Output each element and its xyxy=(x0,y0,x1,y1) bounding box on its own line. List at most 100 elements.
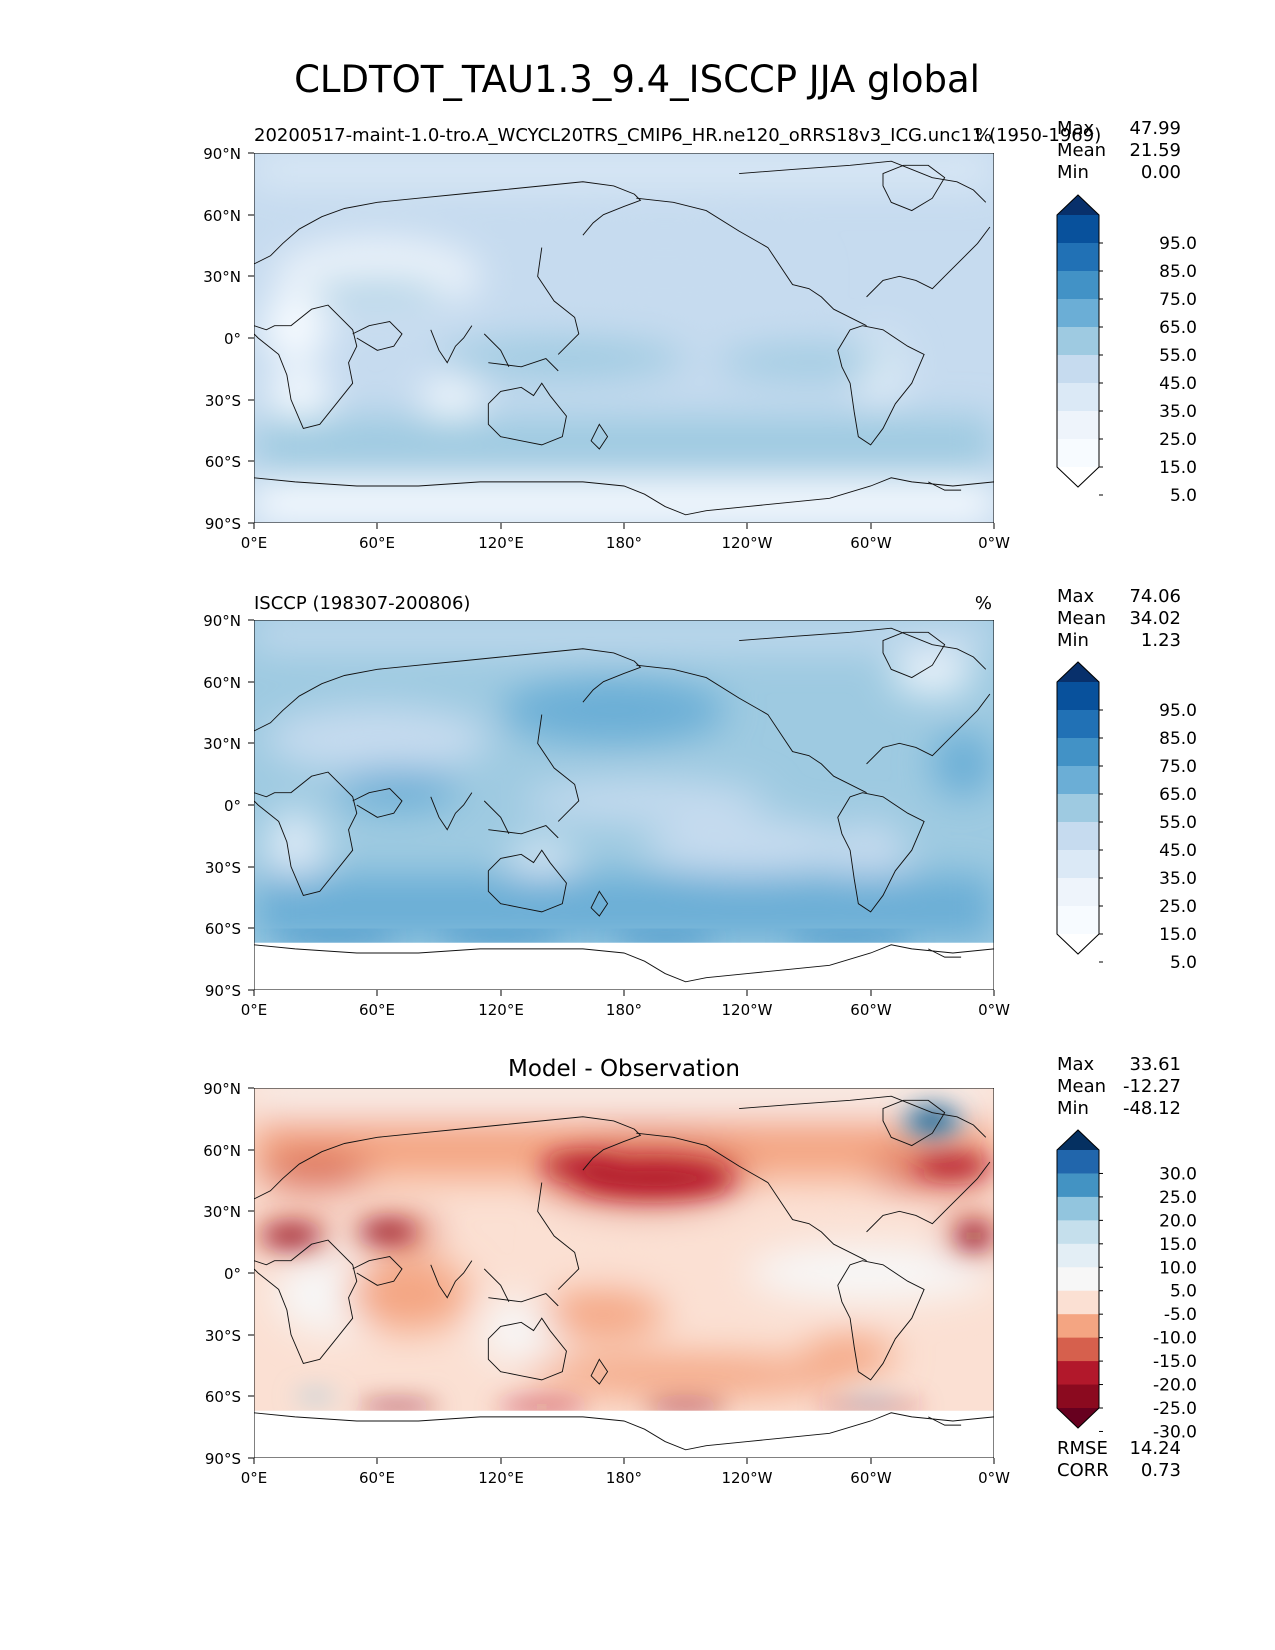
lat-tick-label: 30°N xyxy=(203,735,241,753)
colorbar-tick-label: 75.0 xyxy=(1159,757,1197,777)
continent-outlines xyxy=(254,160,994,516)
colorbar-tick-label: 30.0 xyxy=(1159,1164,1197,1184)
map-frame xyxy=(254,1088,994,1458)
lon-tick-label: 0°W xyxy=(978,1469,1010,1487)
missing-data-mask xyxy=(254,1410,994,1458)
lon-tick-label: 0°W xyxy=(978,1001,1010,1019)
panel-diff-map xyxy=(254,1088,994,1458)
colorbar-tick-label: -25.0 xyxy=(1153,1399,1197,1419)
colorbar-tick-label: 10.0 xyxy=(1159,1258,1197,1278)
cloud-field xyxy=(254,153,994,523)
lat-tick-label: 90°S xyxy=(205,515,241,533)
panel-model-map xyxy=(254,153,994,523)
colorbar-segment xyxy=(1057,355,1099,384)
colorbar-tick-label: 20.0 xyxy=(1159,1211,1197,1231)
panel-model-units: % xyxy=(975,125,992,146)
stat-value: 0.00 xyxy=(1141,162,1181,183)
stat-label: Max xyxy=(1057,118,1095,139)
colorbar-segment xyxy=(1057,1150,1099,1174)
lat-tick-label: 90°S xyxy=(205,1450,241,1468)
colorbar-segment xyxy=(1057,710,1099,739)
colorbar-segment xyxy=(1057,299,1099,328)
panel-obs-units: % xyxy=(975,593,992,614)
lon-tick-label: 60°W xyxy=(850,1001,892,1019)
lon-tick-label: 60°E xyxy=(359,1001,395,1019)
lon-tick-label: 60°W xyxy=(850,1469,892,1487)
continent-outlines xyxy=(254,1095,994,1451)
lon-tick-label: 120°W xyxy=(722,534,773,552)
colorbar-segment xyxy=(1057,1196,1099,1221)
lat-tick-label: 60°N xyxy=(203,207,241,225)
colorbar-extension-over xyxy=(1057,195,1099,215)
colorbar-extension-under xyxy=(1057,467,1099,487)
map-frame xyxy=(254,153,994,523)
colorbar-segment xyxy=(1057,1173,1099,1198)
colorbar-segment xyxy=(1057,1243,1099,1268)
colorbar-segment xyxy=(1057,822,1099,851)
lon-tick-label: 180° xyxy=(606,534,642,552)
stat-label: Mean xyxy=(1057,608,1106,629)
lat-tick-label: 90°N xyxy=(203,612,241,630)
colorbar-segment xyxy=(1057,411,1099,440)
lat-tick-label: 90°N xyxy=(203,1080,241,1098)
corr-value: 0.73 xyxy=(1141,1460,1181,1481)
colorbar-tick-label: 45.0 xyxy=(1159,374,1197,394)
lon-tick-label: 60°E xyxy=(359,1469,395,1487)
colorbar-tick-label: 95.0 xyxy=(1159,701,1197,721)
colorbar-segment xyxy=(1057,878,1099,907)
lat-axis: 90°N 60°N 30°N 0° 30°S 60°S 90°S xyxy=(203,145,254,533)
colorbar-tick-label: 25.0 xyxy=(1159,1188,1197,1208)
colorbar-segment xyxy=(1057,850,1099,879)
panel-obs: ISCCP (198307-200806) % Max 74.06 Mean 3… xyxy=(203,586,1197,1019)
lat-tick-label: 30°S xyxy=(205,1327,241,1345)
lon-tick-label: 120°E xyxy=(478,1469,524,1487)
lat-tick-label: 90°N xyxy=(203,145,241,163)
panel-model: 20200517-maint-1.0-tro.A_WCYCL20TRS_CMIP… xyxy=(203,118,1197,552)
stat-value: 47.99 xyxy=(1129,118,1181,139)
colorbar-segment xyxy=(1057,738,1099,767)
colorbar-extension-under xyxy=(1057,934,1099,954)
colorbar-extension-under xyxy=(1057,1408,1099,1428)
lat-tick-label: 60°S xyxy=(205,453,241,471)
lat-tick-label: 60°N xyxy=(203,674,241,692)
stat-value: 33.61 xyxy=(1129,1054,1181,1075)
stat-value: -12.27 xyxy=(1123,1076,1181,1097)
colorbar-tick-label: 35.0 xyxy=(1159,402,1197,422)
colorbar: 30.0 25.0 20.0 15.0 10.0 5.0 -5.0 -10.0 -15.0 -20… xyxy=(1056,1129,1197,1442)
colorbar-tick-label: 25.0 xyxy=(1159,897,1197,917)
lon-axis: 0°E 60°E 120°E 180° 120°W 60°W 0°W xyxy=(241,523,1010,552)
colorbar-segment xyxy=(1057,327,1099,356)
lat-tick-label: 30°N xyxy=(203,1203,241,1221)
panel-obs-stats: Max 74.06 Mean 34.02 Min 1.23 xyxy=(1057,586,1181,651)
continent-outlines xyxy=(254,627,994,983)
map-frame xyxy=(254,620,994,990)
colorbar-segment xyxy=(1057,766,1099,795)
colorbar-tick-label: 15.0 xyxy=(1159,925,1197,945)
lat-tick-label: 60°S xyxy=(205,920,241,938)
colorbar-segment xyxy=(1057,243,1099,272)
panel-obs-left-label: ISCCP (198307-200806) xyxy=(254,593,470,614)
panel-diff-stats: Max 33.61 Mean -12.27 Min -48.12 xyxy=(1057,1054,1181,1119)
panel-diff-error-stats: RMSE 14.24 CORR 0.73 xyxy=(1057,1438,1181,1481)
colorbar-segment xyxy=(1057,1267,1099,1292)
colorbar-tick-label: 65.0 xyxy=(1159,318,1197,338)
colorbar-tick-label: 55.0 xyxy=(1159,346,1197,366)
colorbar-tick-label: 5.0 xyxy=(1170,1282,1197,1302)
stat-label: Mean xyxy=(1057,140,1106,161)
colorbar-tick-label: 5.0 xyxy=(1170,953,1197,973)
colorbar-extension-over xyxy=(1057,1130,1099,1150)
lon-tick-label: 180° xyxy=(606,1001,642,1019)
colorbar-tick-label: 55.0 xyxy=(1159,813,1197,833)
stat-label: Min xyxy=(1057,630,1089,651)
panel-diff-title: Model - Observation xyxy=(508,1056,740,1082)
lon-tick-label: 60°W xyxy=(850,534,892,552)
colorbar-tick-label: 35.0 xyxy=(1159,869,1197,889)
stat-value: 1.23 xyxy=(1141,630,1181,651)
strong-bias-cores xyxy=(262,1104,990,1411)
colorbar-segment xyxy=(1057,1337,1099,1362)
colorbar-tick-label: -30.0 xyxy=(1153,1422,1197,1442)
colorbar-tick-label: 85.0 xyxy=(1159,729,1197,749)
colorbar-segment xyxy=(1057,1290,1099,1315)
lat-tick-label: 30°S xyxy=(205,392,241,410)
